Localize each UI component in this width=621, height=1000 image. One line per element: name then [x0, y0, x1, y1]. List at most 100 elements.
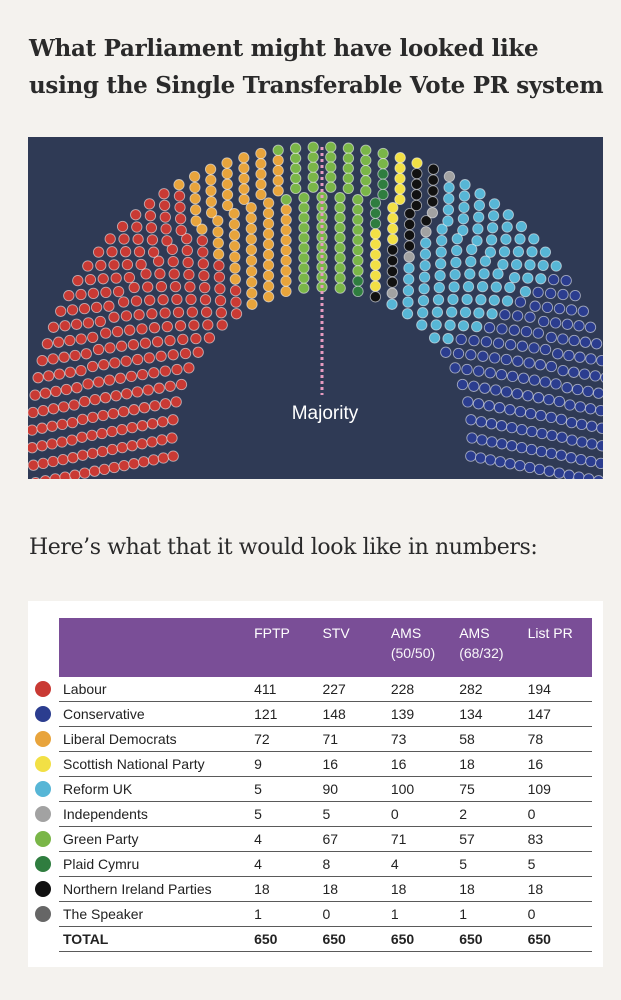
seat-labour [63, 289, 75, 302]
seat-conservative [563, 349, 575, 362]
seat-labour [164, 334, 176, 347]
seat-liberal-democrats [245, 212, 257, 224]
seat-labour [100, 286, 112, 299]
seat-conservative [493, 402, 506, 414]
seat-reform-uk [488, 294, 500, 306]
seat-labour [143, 198, 156, 210]
seat-labour [133, 309, 145, 321]
seat-count-cell: 1 [455, 901, 524, 927]
seat-scottish-national-party [387, 202, 399, 214]
seat-green-party [307, 181, 319, 193]
seat-reform-uk [443, 181, 455, 194]
seat-reform-uk [522, 272, 534, 284]
seat-labour [127, 339, 140, 351]
seat-reform-uk [473, 199, 486, 212]
seat-scottish-national-party [394, 172, 406, 185]
seat-liberal-democrats [212, 248, 225, 260]
seat-reform-uk [435, 258, 447, 270]
seat-independents [403, 251, 415, 263]
seat-labour [199, 294, 212, 306]
seat-green-party [290, 182, 302, 195]
seat-labour [93, 376, 105, 388]
seat-conservative [465, 349, 477, 361]
seat-count-cell: 121 [250, 701, 319, 727]
seat-northern-ireland-parties [386, 265, 399, 278]
seat-northern-ireland-parties [427, 196, 439, 208]
seat-labour [202, 319, 214, 331]
seat-labour [196, 234, 208, 247]
seat-liberal-democrats [245, 265, 258, 278]
seat-green-party [289, 142, 302, 154]
seat-labour [159, 211, 171, 223]
seat-conservative [473, 365, 485, 377]
seat-labour [172, 306, 185, 319]
seat-liberal-democrats [272, 154, 284, 167]
seat-independents [426, 207, 439, 219]
seat-count-cell: 16 [386, 751, 456, 777]
page-title: What Parliament might have looked like u… [29, 30, 604, 104]
seat-count-cell: 0 [523, 801, 592, 827]
seat-labour [131, 221, 143, 233]
seat-count-cell: 1 [386, 901, 456, 927]
seat-green-party [377, 158, 389, 170]
seat-northern-ireland-parties [411, 167, 423, 180]
seat-liberal-democrats [228, 229, 241, 241]
seat-liberal-democrats [173, 179, 185, 191]
seat-labour [152, 255, 165, 267]
seat-green-party [352, 224, 364, 236]
seat-conservative [495, 368, 508, 381]
seat-reform-uk [458, 190, 471, 202]
seat-conservative [535, 445, 548, 458]
seat-conservative [484, 454, 497, 466]
seat-labour [136, 368, 149, 381]
seat-conservative [576, 436, 588, 448]
seat-green-party [298, 222, 310, 234]
seat-scottish-national-party [369, 259, 382, 271]
table-row: Liberal Democrats 72 71 73 58 78 [35, 726, 592, 752]
seat-scottish-national-party [394, 162, 406, 174]
seat-conservative [535, 409, 547, 422]
seat-scottish-national-party [369, 269, 382, 282]
seat-labour [103, 300, 115, 312]
seat-labour [75, 364, 87, 377]
seat-labour [99, 392, 112, 404]
seat-labour [36, 422, 48, 434]
seat-conservative [569, 289, 581, 302]
seat-labour [197, 258, 209, 270]
seat-green-party [334, 232, 346, 244]
seat-liberal-democrats [272, 175, 284, 187]
seat-reform-uk [403, 262, 415, 274]
seat-labour [183, 268, 195, 281]
seat-reform-uk [490, 281, 502, 293]
seat-labour [94, 315, 106, 328]
header-ams-50: AMS (50/50) [386, 618, 456, 677]
table-row: Scottish National Party 9 16 16 18 16 [35, 751, 592, 777]
seat-liberal-democrats [212, 215, 224, 227]
seat-green-party [325, 161, 337, 173]
seat-labour [186, 306, 198, 318]
seat-conservative [440, 346, 452, 358]
table-row: Plaid Cymru 4 8 4 5 5 [35, 851, 592, 877]
seat-reform-uk [457, 224, 469, 237]
seat-conservative [452, 347, 465, 360]
seat-count-cell: 16 [318, 751, 387, 777]
seat-liberal-democrats [189, 192, 201, 205]
seat-reform-uk [528, 233, 540, 245]
seat-labour [126, 440, 138, 452]
seat-labour [107, 407, 119, 420]
party-name-cell: Scottish National Party [35, 751, 251, 777]
seat-green-party [352, 204, 364, 216]
party-label: Plaid Cymru [63, 856, 140, 872]
party-name-cell: Liberal Democrats [35, 726, 251, 752]
seat-labour [157, 452, 170, 464]
seat-labour [142, 281, 154, 293]
seat-conservative [528, 342, 540, 354]
seat-reform-uk [459, 179, 471, 191]
seat-labour [96, 445, 109, 458]
seat-labour [199, 281, 211, 294]
seat-liberal-democrats [255, 147, 267, 160]
seat-conservative [490, 384, 502, 396]
seat-labour [181, 244, 193, 257]
seat-green-party [325, 151, 337, 163]
seat-labour [75, 333, 87, 345]
